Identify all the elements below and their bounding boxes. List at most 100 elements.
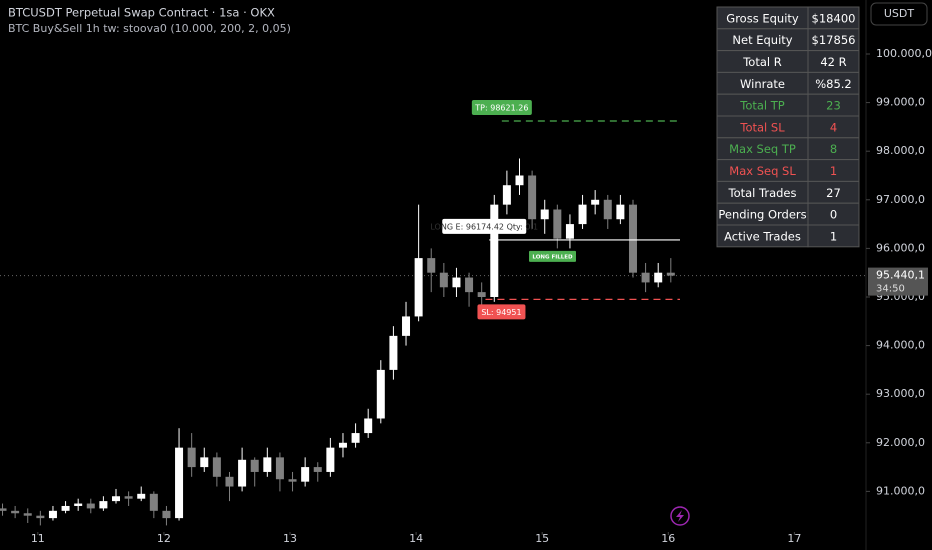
candle-body <box>338 442 347 448</box>
x-tick-label: 12 <box>157 532 171 545</box>
stats-label: Total Trades <box>728 186 797 200</box>
x-tick-label: 15 <box>535 532 549 545</box>
candle-body <box>553 209 562 239</box>
candle-body <box>414 258 423 317</box>
candle-body <box>666 272 675 276</box>
candle-body <box>187 447 196 468</box>
stats-label: Pending Orders <box>718 208 806 222</box>
candle-body <box>616 204 625 220</box>
candle-body <box>502 185 511 205</box>
candle-body <box>112 496 121 502</box>
candle-body <box>137 493 146 499</box>
y-tick-label: 100.000,0 <box>876 47 932 60</box>
candle-body <box>565 224 574 239</box>
x-tick-label: 14 <box>409 532 423 545</box>
stats-value: 27 <box>826 186 841 200</box>
x-tick-label: 17 <box>787 532 801 545</box>
indicator-label: BTC Buy&Sell 1h tw: stoova0 (10.000, 200… <box>8 22 291 35</box>
countdown: 34:50 <box>876 284 905 295</box>
level-label: TP: 98621.26 <box>474 104 528 113</box>
candle-body <box>628 204 637 273</box>
stats-label: Net Equity <box>732 33 792 47</box>
candle-body <box>351 433 360 443</box>
candle-body <box>301 467 310 482</box>
y-tick-label: 99.000,0 <box>876 96 925 109</box>
candle-body <box>0 508 7 511</box>
candle-body <box>603 199 612 220</box>
stats-label: Max Seq SL <box>729 164 796 178</box>
y-tick-label: 91.000,0 <box>876 484 925 497</box>
stats-value: %85.2 <box>815 77 852 91</box>
candle-body <box>452 277 461 288</box>
stats-value: $18400 <box>812 11 856 25</box>
y-tick-label: 96.000,0 <box>876 241 925 254</box>
candle-body <box>477 292 486 297</box>
chart-title: BTCUSDT Perpetual Swap Contract · 1sa · … <box>8 6 275 20</box>
candle-body <box>149 493 158 511</box>
candle-body <box>48 510 57 519</box>
candle-body <box>36 515 45 519</box>
stats-label: Total R <box>742 55 782 69</box>
x-tick-label: 16 <box>661 532 675 545</box>
level-label: LONG E: 96174.42 Qty: 0.1 <box>430 222 538 231</box>
candle-body <box>540 209 549 220</box>
candle-body <box>99 501 108 509</box>
candle-body <box>376 369 385 419</box>
stats-value: 0 <box>830 208 837 222</box>
candle-body <box>389 335 398 370</box>
candle-body <box>402 316 411 336</box>
level-label-box <box>442 218 527 234</box>
stats-value: 42 R <box>820 55 846 69</box>
level-label-box <box>477 304 526 320</box>
stats-value: 23 <box>826 99 841 113</box>
candle-body <box>225 476 234 487</box>
x-tick-label: 11 <box>31 532 45 545</box>
candle-body <box>175 447 184 519</box>
replay-icon[interactable] <box>670 506 690 526</box>
y-tick-label: 97.000,0 <box>876 193 925 206</box>
stats-value: 8 <box>830 142 837 156</box>
candle-body <box>641 272 650 283</box>
stats-label: Active Trades <box>724 229 801 243</box>
candle-body <box>364 418 373 434</box>
candle-body <box>86 503 95 509</box>
annotation: LONG FILLED <box>532 254 573 260</box>
candle-body <box>427 258 436 273</box>
stats-value: 1 <box>830 229 837 243</box>
lightning-icon <box>676 510 684 522</box>
candle-body <box>263 457 272 472</box>
stats-label: Gross Equity <box>726 11 799 25</box>
candle-body <box>124 496 133 499</box>
candle-body <box>275 457 284 480</box>
candle-body <box>326 447 335 472</box>
candle-body <box>288 479 297 482</box>
candle-body <box>11 510 20 514</box>
candle-body <box>212 457 221 477</box>
candle-body <box>578 204 587 225</box>
stats-label: Total SL <box>739 120 785 134</box>
candle-body <box>591 199 600 205</box>
level-label-box <box>471 100 532 115</box>
currency-button-box[interactable] <box>870 2 928 26</box>
stats-label: Winrate <box>740 77 785 91</box>
stats-value: 4 <box>830 120 837 134</box>
candle-body <box>528 175 537 220</box>
candle-body <box>200 457 209 468</box>
stats-value: $17856 <box>812 33 856 47</box>
candle-body <box>74 503 83 506</box>
y-tick-label: 93.000,0 <box>876 387 925 400</box>
stats-value: 1 <box>830 164 837 178</box>
y-tick-label: 94.000,0 <box>876 339 925 352</box>
y-tick-label: 92.000,0 <box>876 436 925 449</box>
candle-body <box>313 467 322 472</box>
candle-body <box>238 459 247 487</box>
currency-button[interactable]: USDT <box>884 7 915 20</box>
candle-body <box>439 272 448 288</box>
candle-body <box>250 459 259 472</box>
candle-body <box>61 505 70 511</box>
last-price-label: 95.440,1 <box>876 269 925 282</box>
last-price-box <box>868 267 928 296</box>
candle-body <box>23 513 32 516</box>
